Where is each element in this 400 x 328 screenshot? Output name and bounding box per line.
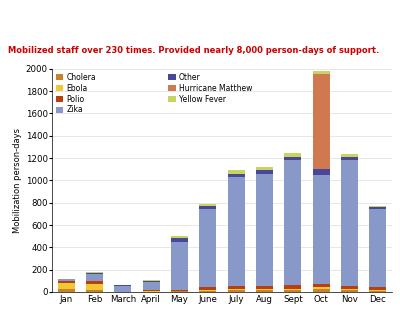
Bar — [341, 286, 358, 289]
Bar — [313, 289, 330, 292]
Bar — [171, 236, 188, 238]
Bar — [369, 287, 386, 290]
Bar — [341, 157, 358, 160]
Bar — [369, 207, 386, 209]
Text: GLOBAL RRT OPERATIONS IN 2016: GLOBAL RRT OPERATIONS IN 2016 — [59, 11, 341, 26]
Legend: Other, Hurricane Matthew, Yellow Fever: Other, Hurricane Matthew, Yellow Fever — [168, 73, 252, 104]
Bar — [369, 290, 386, 291]
Bar — [86, 284, 103, 290]
Bar — [199, 290, 216, 291]
Bar — [199, 206, 216, 209]
Bar — [284, 157, 301, 160]
Bar — [86, 272, 103, 273]
Bar — [143, 282, 160, 290]
Bar — [341, 154, 358, 157]
Bar — [228, 170, 245, 174]
Bar — [199, 291, 216, 292]
Bar — [256, 289, 273, 290]
Bar — [86, 290, 103, 292]
Bar — [58, 281, 75, 283]
Bar — [114, 286, 131, 292]
Bar — [313, 287, 330, 289]
Bar — [256, 290, 273, 292]
Bar — [256, 286, 273, 289]
Bar — [284, 153, 301, 157]
Bar — [284, 160, 301, 285]
Bar — [228, 177, 245, 286]
Bar — [228, 174, 245, 177]
Bar — [341, 289, 358, 290]
Bar — [256, 170, 273, 174]
Bar — [171, 242, 188, 290]
Bar — [313, 71, 330, 74]
Bar — [284, 285, 301, 289]
Bar — [199, 287, 216, 290]
Bar — [256, 167, 273, 170]
Bar — [58, 283, 75, 289]
Bar — [86, 273, 103, 274]
Bar — [143, 291, 160, 292]
Bar — [369, 206, 386, 207]
Bar — [284, 290, 301, 292]
Y-axis label: Mobilization person-days: Mobilization person-days — [13, 128, 22, 233]
Bar — [58, 278, 75, 281]
Bar — [143, 280, 160, 281]
Bar — [58, 289, 75, 292]
Bar — [228, 286, 245, 289]
Bar — [369, 209, 386, 287]
Bar — [341, 290, 358, 292]
Bar — [86, 274, 103, 281]
Bar — [171, 238, 188, 242]
Bar — [228, 290, 245, 292]
Bar — [171, 290, 188, 291]
Bar — [284, 289, 301, 290]
Bar — [86, 281, 103, 284]
Bar — [256, 174, 273, 286]
Bar — [369, 291, 386, 292]
Bar — [228, 289, 245, 290]
Bar — [313, 74, 330, 169]
Bar — [341, 160, 358, 286]
Bar — [143, 281, 160, 282]
Text: Mobilized staff over 230 times. Provided nearly 8,000 person-days of support.: Mobilized staff over 230 times. Provided… — [8, 46, 379, 54]
Bar — [313, 175, 330, 284]
Bar — [313, 284, 330, 287]
Bar — [114, 285, 131, 286]
Bar — [143, 290, 160, 291]
Bar — [171, 291, 188, 292]
Bar — [199, 209, 216, 287]
Bar — [199, 204, 216, 206]
Bar — [313, 169, 330, 175]
